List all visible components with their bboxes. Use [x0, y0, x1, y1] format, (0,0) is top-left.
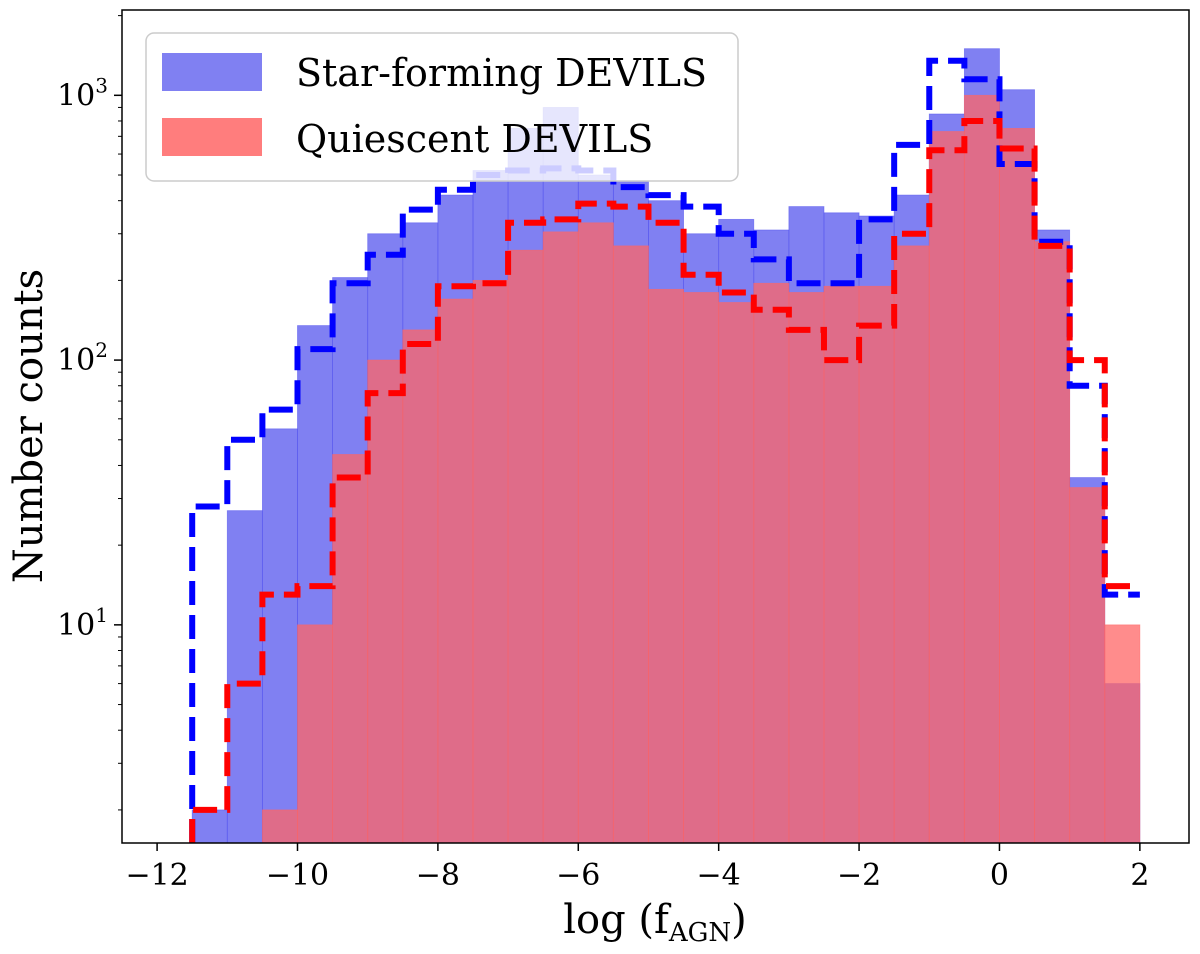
hist-bar [788, 292, 825, 844]
histogram-bars [191, 48, 1141, 844]
x-tick-label: −6 [556, 858, 600, 893]
legend: Star-forming DEVILS Quiescent DEVILS [145, 32, 739, 182]
x-tick-label: −2 [837, 858, 881, 893]
step-line [189, 117, 1140, 843]
plot-frame [121, 9, 1190, 844]
x-tick-label: 2 [1130, 858, 1149, 893]
hist-bar [612, 245, 649, 844]
hist-bar [928, 131, 965, 844]
legend-swatch-star-forming [162, 53, 262, 91]
y-tick-label: 102 [57, 338, 108, 378]
hist-bar [437, 298, 474, 844]
hist-bar [683, 292, 720, 844]
hist-bar [718, 302, 755, 844]
hist-bar [858, 285, 895, 844]
hist-bar [542, 231, 579, 844]
hist-bar [648, 288, 684, 844]
legend-swatch-quiescent [162, 118, 262, 156]
hist-bar [191, 809, 228, 844]
y-tick-label: 101 [57, 603, 108, 643]
x-tick-label: −8 [416, 858, 460, 893]
hist-bar [332, 454, 369, 844]
y-tick-label: 103 [57, 73, 108, 113]
hist-bar [261, 428, 298, 844]
x-tick-label: 0 [990, 858, 1009, 893]
step-line [189, 57, 1140, 843]
hist-bar [261, 809, 298, 844]
y-axis-label: Number counts [6, 269, 52, 583]
hist-bar [999, 127, 1035, 844]
x-axis-label: log (fAGN) [563, 897, 747, 948]
hist-bar [893, 245, 930, 844]
y-axis-ticks: 101 102 103 [57, 15, 122, 811]
hist-bar [402, 329, 439, 844]
x-axis-ticks: −12 −10 −8 −6 −4 −2 0 2 [125, 843, 1149, 893]
hist-bar [1069, 487, 1106, 844]
hist-bar [472, 279, 509, 844]
hist-bar [753, 282, 790, 844]
hist-bar [226, 510, 263, 844]
x-tick-label: −12 [125, 858, 188, 893]
hist-bar [1034, 241, 1071, 844]
hist-bar [297, 624, 333, 844]
hist-bar [823, 285, 860, 844]
step-outlines [189, 57, 1140, 843]
hist-bar [1104, 624, 1141, 844]
legend-label-star-forming: Star-forming DEVILS [296, 51, 707, 95]
hist-bar [577, 222, 614, 844]
hist-bar [507, 249, 544, 844]
x-tick-label: −4 [697, 858, 741, 893]
x-tick-label: −10 [266, 858, 329, 893]
hist-bar [367, 359, 404, 844]
hist-bar [963, 94, 1000, 844]
legend-label-quiescent: Quiescent DEVILS [296, 117, 653, 161]
legend-box [145, 32, 739, 182]
